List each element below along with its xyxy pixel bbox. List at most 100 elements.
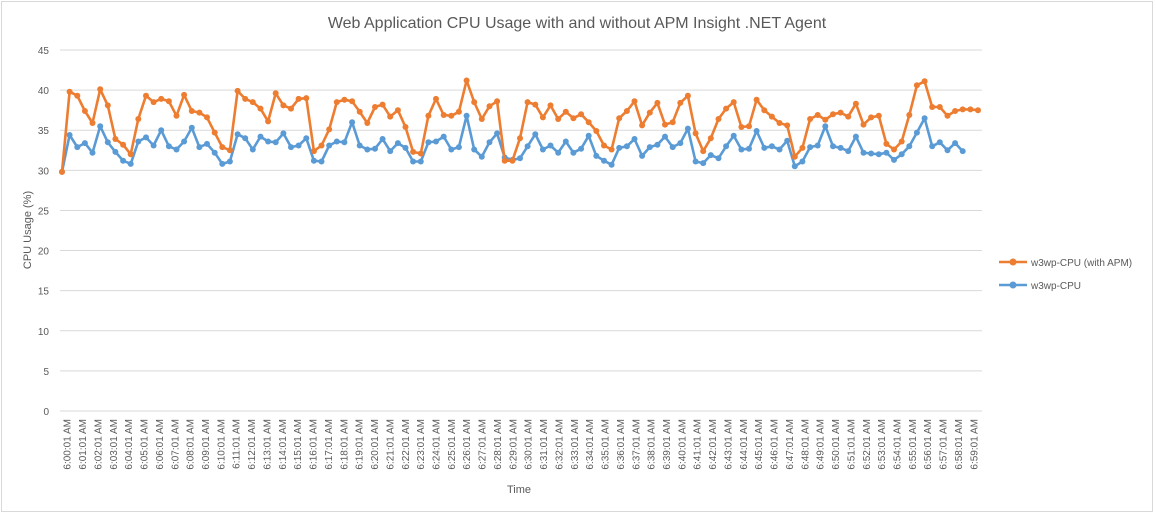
data-point (723, 105, 730, 112)
data-point (913, 82, 920, 89)
data-point (257, 133, 264, 140)
data-point (249, 99, 256, 106)
data-point (59, 168, 65, 175)
data-point (524, 143, 531, 150)
data-point (845, 113, 852, 120)
data-point (631, 136, 638, 142)
data-point (860, 121, 867, 128)
data-point (662, 121, 668, 128)
data-point (364, 146, 371, 153)
data-point (112, 136, 119, 142)
data-point (524, 99, 531, 106)
y-tick-label: 20 (38, 247, 50, 258)
data-point (616, 144, 623, 151)
data-point (211, 129, 218, 136)
data-point (692, 130, 699, 137)
x-tick-label: 6:37:01 AM (631, 419, 642, 470)
data-point (318, 142, 325, 149)
legend-marker (1009, 281, 1017, 289)
data-point (204, 114, 210, 121)
data-point (852, 100, 859, 107)
x-tick-label: 6:49:01 AM (816, 419, 827, 470)
data-point (295, 95, 302, 102)
data-point (165, 143, 172, 150)
data-point (181, 91, 188, 98)
data-point (249, 146, 256, 153)
data-point (585, 132, 592, 139)
data-point (204, 140, 210, 147)
data-point (226, 147, 233, 154)
data-point (578, 111, 585, 118)
data-point (860, 149, 867, 156)
x-tick-label: 6:59:01 AM (969, 419, 980, 470)
chart-title: Web Application CPU Usage with and witho… (328, 15, 827, 32)
x-tick-label: 6:55:01 AM (908, 419, 919, 470)
data-point (631, 98, 638, 105)
x-tick-label: 6:01:01 AM (78, 419, 89, 470)
data-point (280, 130, 287, 137)
data-point (837, 144, 844, 151)
data-point (433, 138, 439, 145)
data-point (379, 136, 386, 142)
data-point (509, 157, 516, 164)
data-point (112, 148, 119, 155)
data-point (547, 142, 554, 149)
data-point (272, 139, 279, 146)
data-point (921, 115, 928, 122)
x-tick-label: 6:27:01 AM (478, 419, 489, 470)
data-point (654, 141, 661, 148)
data-point (578, 145, 585, 152)
legend-marker (1009, 258, 1017, 266)
data-point (402, 144, 409, 151)
data-point (593, 152, 600, 159)
data-point (333, 99, 340, 106)
legend-label: w3wp-CPU (with APM) (1030, 258, 1132, 269)
data-point (394, 140, 401, 147)
data-point (494, 130, 501, 137)
data-point (303, 135, 310, 142)
data-point (868, 114, 875, 121)
data-point (875, 112, 882, 119)
x-tick-label: 6:58:01 AM (954, 419, 965, 470)
data-point (684, 92, 691, 99)
data-point (547, 102, 554, 109)
data-point (807, 116, 814, 122)
data-point (150, 142, 157, 149)
y-tick-label: 0 (43, 407, 49, 418)
x-tick-label: 6:24:01 AM (431, 419, 442, 470)
x-tick-label: 6:35:01 AM (601, 419, 612, 470)
x-tick-label: 6:05:01 AM (140, 419, 151, 470)
data-point (234, 87, 241, 94)
data-point (936, 139, 943, 146)
data-point (478, 153, 485, 160)
data-point (967, 106, 974, 113)
data-point (906, 143, 913, 150)
data-point (66, 132, 73, 138)
data-point (372, 104, 378, 110)
data-point (883, 140, 890, 147)
data-point (898, 151, 905, 158)
series-with-apm (59, 77, 981, 175)
x-tick-label: 6:43:01 AM (723, 419, 734, 470)
data-point (158, 127, 165, 134)
legend-item: w3wp-CPU (999, 281, 1081, 292)
data-point (585, 119, 592, 126)
data-point (196, 109, 203, 116)
data-point (387, 113, 394, 120)
x-tick-label: 6:28:01 AM (493, 419, 504, 470)
data-point (906, 112, 913, 118)
x-tick-label: 6:14:01 AM (278, 419, 289, 470)
data-point (791, 153, 798, 160)
data-point (387, 148, 394, 155)
data-point (188, 124, 195, 131)
data-point (837, 109, 844, 116)
x-tick-label: 6:44:01 AM (739, 419, 750, 470)
data-point (425, 112, 432, 119)
data-point (822, 123, 829, 130)
data-point (791, 163, 798, 170)
x-tick-label: 6:42:01 AM (708, 419, 719, 470)
data-point (608, 161, 615, 168)
x-tick-label: 6:50:01 AM (831, 419, 842, 470)
data-point (707, 152, 714, 159)
